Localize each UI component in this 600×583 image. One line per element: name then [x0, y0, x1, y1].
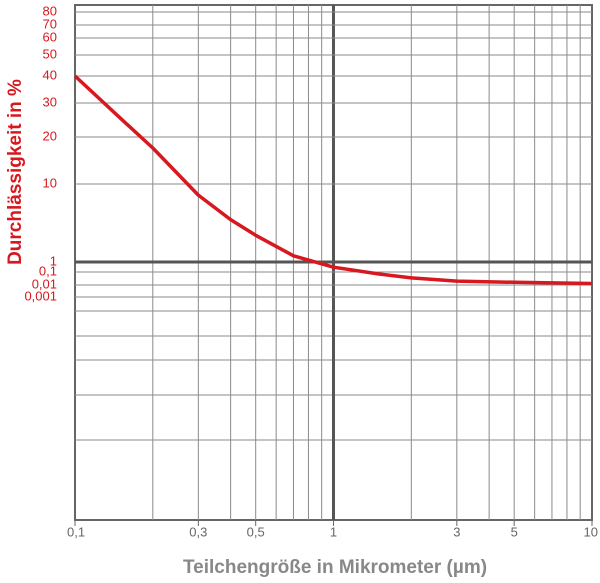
x-tick-label: 0,1	[67, 524, 85, 539]
y-tick-label: 40	[43, 67, 57, 82]
x-axis-label: Teilchengröße in Mikrometer (µm)	[183, 557, 487, 578]
y-tick-label: 20	[43, 128, 57, 143]
x-tick-label: 3	[453, 524, 460, 539]
y-tick-label: 1	[50, 253, 57, 268]
x-tick-label: 0,5	[247, 524, 265, 539]
y-tick-label: 50	[43, 46, 57, 61]
x-tick-label: 10	[584, 524, 598, 539]
y-tick-label: 70	[43, 16, 57, 31]
data-line	[73, 74, 593, 286]
x-tick-label: 5	[511, 524, 518, 539]
y-tick-label: 0,01	[32, 276, 57, 291]
y-axis-label: Durchlässigkeit in %	[5, 79, 26, 265]
y-tick-label: 30	[43, 94, 57, 109]
y-tick-label: 60	[43, 29, 57, 44]
y-tick-label: 10	[43, 175, 57, 190]
y-tick-label: 0,1	[39, 263, 57, 278]
y-tick-label: 0,001	[24, 288, 57, 303]
y-tick-label: 80	[43, 3, 57, 18]
x-tick-label: 0,3	[189, 524, 207, 539]
x-tick-label: 1	[330, 524, 337, 539]
